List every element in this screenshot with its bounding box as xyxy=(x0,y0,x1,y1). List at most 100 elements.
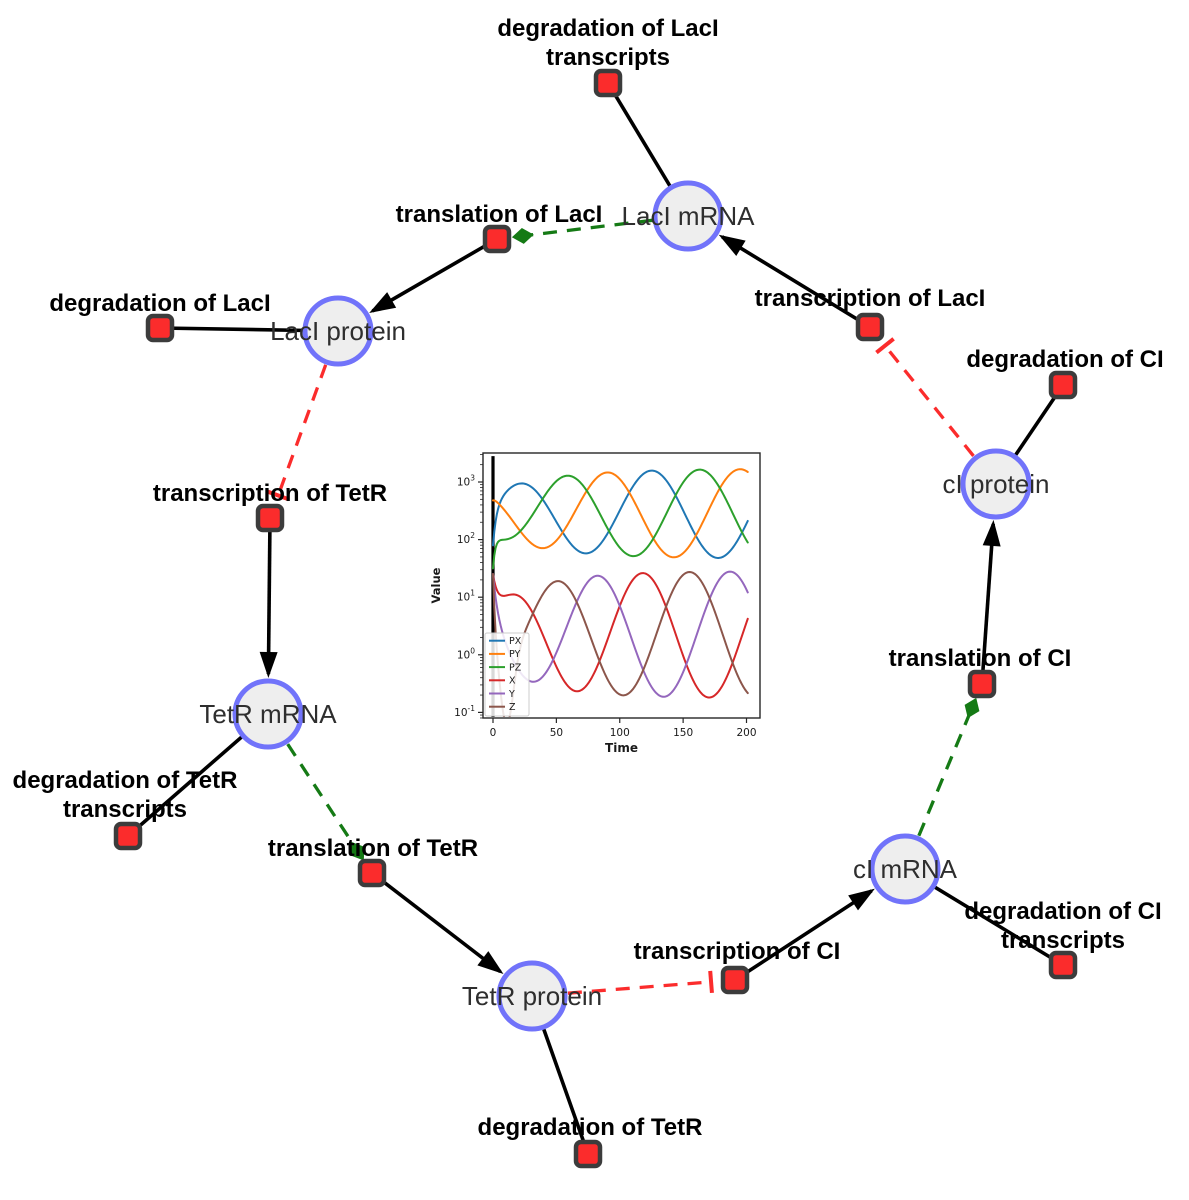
reaction-label-line: degradation of TetR xyxy=(478,1114,703,1141)
edge-transl-laci-to-laci-protein xyxy=(369,237,498,313)
y-axis-label: Value xyxy=(429,567,443,603)
species-node-ci-mrna[interactable] xyxy=(869,833,941,905)
chart-series-PZ xyxy=(492,468,749,570)
reaction-label-line: transcription of TetR xyxy=(153,480,387,507)
edge-ci-protein-to-tc-laci xyxy=(875,337,975,457)
reaction-label-line: translation of LacI xyxy=(396,201,603,228)
x-tick-label: 0 xyxy=(490,727,497,739)
production-line xyxy=(980,523,996,685)
x-tick-label: 200 xyxy=(736,727,756,739)
reaction-node-transl-tetr[interactable] xyxy=(357,858,387,888)
reaction-label-deg-tetr: degradation of TetR xyxy=(478,1114,703,1141)
arrowhead-icon xyxy=(718,234,746,256)
legend-label-Z: Z xyxy=(509,702,516,713)
x-tick-label: 100 xyxy=(610,727,630,739)
production-line xyxy=(266,517,272,675)
y-tick-base: 10 xyxy=(457,649,470,661)
labels-layer: LacI mRNA LacI protein cI protein TetR mRNA… xyxy=(13,15,1164,1141)
species-label-tetr-protein: TetR protein xyxy=(462,981,602,1011)
species-label-tetr-mrna: TetR mRNA xyxy=(199,699,337,729)
inhibitor-tee-icon xyxy=(267,489,290,502)
reaction-label-tc-tetr: transcription of TetR xyxy=(153,480,387,507)
modifier-dashed-line xyxy=(917,714,971,837)
legend-label-PX: PX xyxy=(509,636,522,647)
reaction-node-transl-laci[interactable] xyxy=(482,224,512,254)
arrowhead-icon xyxy=(259,651,278,679)
species-label-laci-mrna: LacI mRNA xyxy=(622,201,756,231)
species-label-ci-mrna: cI mRNA xyxy=(853,854,958,884)
species-label-ci-protein: cI protein xyxy=(943,469,1050,499)
modifier-diamond-icon xyxy=(351,842,365,861)
x-tick-label: 150 xyxy=(673,727,693,739)
reaction-label-line: transcription of LacI xyxy=(755,285,986,312)
reaction-label-line: degradation of CI xyxy=(966,346,1163,373)
production-line xyxy=(371,237,498,313)
reaction-node-deg-laci[interactable] xyxy=(145,313,175,343)
y-tick-label: 10-1 xyxy=(454,704,475,719)
reaction-label-line: translation of TetR xyxy=(268,835,478,862)
modifier-dashed-line xyxy=(530,218,653,237)
species-node-ci-protein[interactable] xyxy=(960,448,1032,520)
edge-tetr-protein-to-tc-ci xyxy=(567,970,714,995)
reaction-node-tc-ci[interactable] xyxy=(720,965,750,995)
reaction-node-tc-laci[interactable] xyxy=(855,312,885,342)
reaction-label-transl-ci: translation of CI xyxy=(889,645,1072,672)
chart-series-PX xyxy=(492,469,749,559)
species-node-tetr-protein[interactable] xyxy=(496,960,568,1032)
reaction-node-deg-ci[interactable] xyxy=(1048,370,1078,400)
inhibition-dashed-line xyxy=(883,344,975,457)
edge-tc-ci-to-ci-mrna xyxy=(734,888,875,982)
arrowhead-icon xyxy=(477,951,504,975)
species-node-laci-mrna[interactable] xyxy=(652,180,724,252)
y-tick-exponent: 0 xyxy=(470,646,475,655)
edge-laci-mrna-to-transl-laci xyxy=(511,218,653,244)
inhibitor-tee-icon xyxy=(875,337,895,355)
chart-series-Y xyxy=(492,570,749,698)
reaction-label-line: transcription of CI xyxy=(634,938,841,965)
reaction-label-deg-ci: degradation of CI xyxy=(966,346,1163,373)
nodes-layer xyxy=(113,68,1078,1169)
y-tick-label: 103 xyxy=(457,474,475,489)
edge-transl-ci-to-ci-protein xyxy=(980,519,1001,685)
reaction-node-tc-tetr[interactable] xyxy=(255,503,285,533)
arrowhead-icon xyxy=(369,292,397,313)
species-node-tetr-mrna[interactable] xyxy=(232,678,304,750)
modifier-diamond-icon xyxy=(964,697,980,719)
edge-tc-laci-to-laci-mrna xyxy=(718,234,871,329)
y-tick-exponent: 2 xyxy=(470,531,475,540)
legend-label-X: X xyxy=(509,676,516,687)
chart-series-X xyxy=(492,572,749,699)
edges-layer xyxy=(126,82,1065,1155)
species-node-laci-protein[interactable] xyxy=(302,295,374,367)
reaction-label-tc-ci: transcription of CI xyxy=(634,938,841,965)
legend-label-PY: PY xyxy=(509,649,521,660)
modifier-dashed-line xyxy=(286,743,355,846)
y-tick-label: 102 xyxy=(457,531,475,546)
legend-label-Y: Y xyxy=(508,689,515,700)
reaction-label-line: translation of CI xyxy=(889,645,1072,672)
edge-ci-mrna-to-transl-ci xyxy=(917,697,980,837)
arrowhead-icon xyxy=(848,888,875,911)
reaction-label-transl-laci: translation of LacI xyxy=(396,201,603,228)
y-tick-exponent: -1 xyxy=(468,704,476,713)
reaction-node-deg-laci-tx[interactable] xyxy=(593,68,623,98)
reaction-node-deg-tetr[interactable] xyxy=(573,1139,603,1169)
reaction-label-deg-tetr-tx: degradation of TetR transcripts xyxy=(13,767,238,823)
y-tick-base: 10 xyxy=(457,477,470,489)
inhibition-dashed-line xyxy=(276,364,328,497)
x-axis-label: Time xyxy=(605,741,638,755)
arrowhead-icon xyxy=(982,519,1001,547)
x-tick-label: 50 xyxy=(550,727,563,739)
reaction-node-deg-ci-tx[interactable] xyxy=(1048,950,1078,980)
species-label-laci-protein: LacI protein xyxy=(270,316,406,346)
chart-series-PY xyxy=(492,468,749,559)
reaction-label-line: degradation of TetR xyxy=(13,767,238,794)
reaction-node-deg-tetr-tx[interactable] xyxy=(113,821,143,851)
reaction-node-transl-ci[interactable] xyxy=(967,669,997,699)
edge-tc-tetr-to-tetr-mrna xyxy=(259,517,278,679)
y-tick-label: 100 xyxy=(457,646,475,661)
edge-transl-tetr-to-tetr-protein xyxy=(370,871,504,975)
